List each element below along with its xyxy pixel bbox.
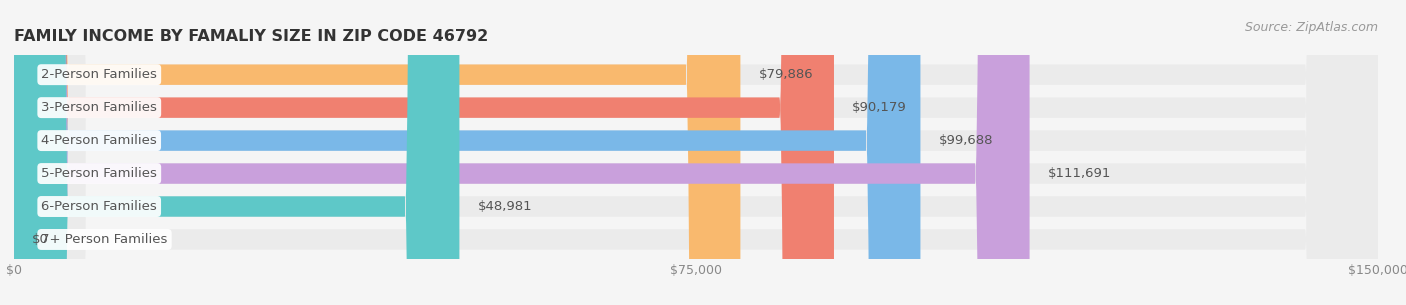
Text: 6-Person Families: 6-Person Families [41, 200, 157, 213]
Text: FAMILY INCOME BY FAMALIY SIZE IN ZIP CODE 46792: FAMILY INCOME BY FAMALIY SIZE IN ZIP COD… [14, 29, 488, 44]
FancyBboxPatch shape [14, 0, 1029, 305]
FancyBboxPatch shape [14, 0, 741, 305]
Text: $90,179: $90,179 [852, 101, 907, 114]
Text: $99,688: $99,688 [939, 134, 993, 147]
FancyBboxPatch shape [14, 0, 921, 305]
FancyBboxPatch shape [14, 0, 1378, 305]
FancyBboxPatch shape [14, 0, 1378, 305]
Text: 7+ Person Families: 7+ Person Families [41, 233, 167, 246]
Text: $111,691: $111,691 [1047, 167, 1111, 180]
FancyBboxPatch shape [14, 0, 460, 305]
Text: $0: $0 [32, 233, 49, 246]
Text: 5-Person Families: 5-Person Families [41, 167, 157, 180]
Text: Source: ZipAtlas.com: Source: ZipAtlas.com [1244, 21, 1378, 34]
Text: $79,886: $79,886 [759, 68, 813, 81]
FancyBboxPatch shape [14, 0, 1378, 305]
FancyBboxPatch shape [14, 0, 1378, 305]
Text: 3-Person Families: 3-Person Families [41, 101, 157, 114]
Text: $48,981: $48,981 [478, 200, 533, 213]
Text: 2-Person Families: 2-Person Families [41, 68, 157, 81]
FancyBboxPatch shape [14, 0, 834, 305]
FancyBboxPatch shape [14, 0, 1378, 305]
Text: 4-Person Families: 4-Person Families [41, 134, 157, 147]
FancyBboxPatch shape [14, 0, 1378, 305]
